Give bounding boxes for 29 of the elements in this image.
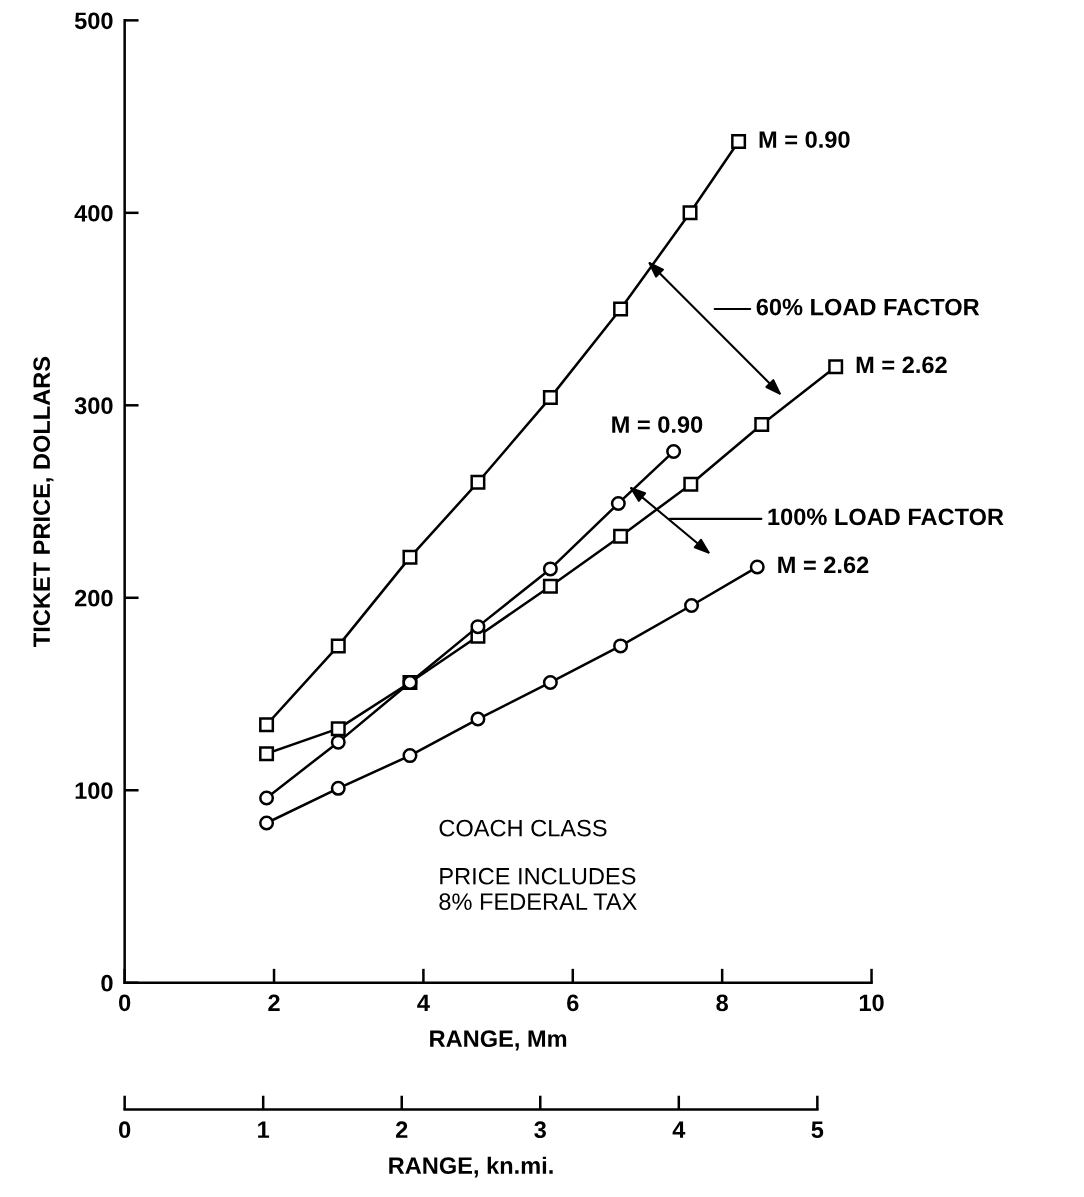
series-label: M = 2.62 [778,556,869,574]
y-tick-label: 400 [74,204,113,222]
y-tick-label: 500 [74,12,113,30]
x2-tick-label: 3 [534,1121,546,1139]
annotation: COACH CLASS [439,819,607,837]
y-tick-label: 200 [74,589,113,607]
series-label: M = 2.62 [856,356,947,374]
y-tick-label: 0 [101,974,113,992]
x-axis-title: RANGE, Mm [430,1030,567,1051]
x2-tick-label: 4 [672,1121,686,1138]
x2-tick-label: 5 [811,1121,824,1139]
annotation: 60% LOAD FACTOR [756,298,980,316]
series-label: M = 0.90 [759,131,850,148]
x2-tick-label: 0 [119,1121,131,1139]
x-tick-label: 4 [417,994,430,1011]
y-tick-label: 100 [75,782,113,800]
annotation: 100% LOAD FACTOR [768,508,1004,526]
series-label: M = 0.90 [612,416,703,433]
y-tick-label: 300 [74,397,113,415]
x2-tick-label: 2 [395,1121,408,1138]
x-tick-label: 0 [119,994,131,1012]
annotation: PRICE INCLUDES 8% FEDERAL TAX [439,867,637,911]
x-tick-label: 6 [567,994,579,1012]
x-tick-label: 10 [859,994,884,1012]
y-axis-title: TICKET PRICE, DOLLARS [33,356,54,647]
x-tick-label: 2 [268,994,280,1011]
x2-axis-title: RANGE, kn.mi. [389,1156,553,1178]
x2-tick-label: 1 [258,1121,270,1138]
x-tick-label: 8 [716,994,728,1012]
